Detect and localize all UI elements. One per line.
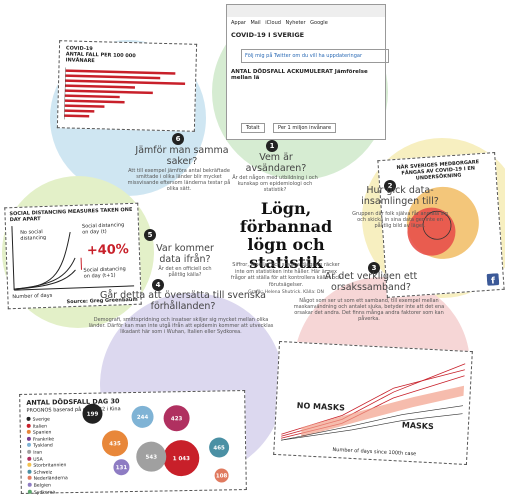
section-number: 6 <box>172 133 184 145</box>
credit: Grafik: Helena Shutrick. Källa: DN <box>248 290 324 295</box>
bubble-label: 435 <box>109 441 121 447</box>
section-number: 1 <box>266 140 278 152</box>
bubble <box>131 405 154 428</box>
curve-label: Social distancing on day (t) <box>81 222 125 236</box>
section-body: Gruppen där folk själva får anmäla sig o… <box>352 211 448 229</box>
legend-swatch <box>27 476 32 481</box>
curves <box>11 226 135 291</box>
tab: Appar <box>231 20 246 26</box>
legend-label: Schweiz <box>33 470 53 476</box>
browser-panel: Appar Mail iCloud Nyheter Google COVID-1… <box>226 4 389 140</box>
chart-title: ANTAL DÖDSFALL ACKUMULERAT Jämförelse me… <box>231 69 368 81</box>
line-label: MASKS <box>401 420 434 432</box>
legend-label: Frankrike <box>32 437 55 443</box>
section-heading: Var kommer data ifrån? <box>156 243 214 265</box>
curve-label: Social distancing on day (t+1) <box>83 266 126 280</box>
legend-label: Spanien <box>32 430 52 436</box>
section-heading: Jämför man samma saker? <box>135 145 229 167</box>
facebook-icon: f <box>486 273 500 286</box>
bubbles: 199 435 244 423 131 1 043 543 465 108 <box>82 403 230 483</box>
legend-swatch <box>27 489 32 494</box>
legend-label: Tyskland <box>33 443 53 450</box>
bubble <box>82 403 103 424</box>
bubble <box>163 405 190 432</box>
legend-swatch <box>27 443 32 448</box>
bubble-label: 108 <box>216 473 228 479</box>
mask-panel: NO MASKS MASKS Number of days since 100t… <box>273 341 473 465</box>
legend-swatch <box>27 462 32 468</box>
bubble <box>136 441 167 472</box>
bubble <box>214 468 229 483</box>
section-number: 5 <box>144 229 156 241</box>
bubble <box>102 430 129 457</box>
bookmark-bar: Appar Mail iCloud Nyheter Google <box>231 20 328 26</box>
bubble-label: 199 <box>87 412 99 418</box>
button: Per 1 miljon invånare <box>273 123 337 133</box>
bubble-label: 543 <box>145 455 157 461</box>
legend-swatch <box>26 429 31 435</box>
bubble-label: 1 043 <box>173 456 190 462</box>
legend-swatch <box>26 436 31 441</box>
tab: Google <box>310 20 328 26</box>
venn <box>406 186 479 259</box>
section-body: Demografi, smittspridning och insatser s… <box>88 317 274 335</box>
delta: +40% <box>86 242 130 259</box>
bubble-label: 244 <box>137 415 149 421</box>
tab: Nyheter <box>285 20 306 26</box>
bubble <box>163 440 200 477</box>
panel-subtitle: ANTAL FALL PER 100 000 INVÅNARE <box>65 51 136 65</box>
legend-label: Sverige <box>32 417 51 423</box>
legend-label: Storbritannien <box>33 463 67 469</box>
legend-label: Nederländerna <box>33 476 68 483</box>
intro: Siffror, tabeller och snygga diagram räc… <box>230 262 342 288</box>
x-label: Number of days <box>12 292 53 301</box>
svg-text:f: f <box>491 276 496 286</box>
legend: Sverige Italien Spanien Frankrike Tyskland Ir… <box>26 416 82 495</box>
bar-panel: COVID-19 ANTAL FALL PER 100 000 INVÅNARE <box>56 40 198 132</box>
section-body: Något som ser ut som ett samband, till e… <box>293 298 445 322</box>
legend-item: Sydkorea <box>27 488 82 495</box>
legend-swatch <box>27 449 32 454</box>
section-heading: Är det verkligen ett orsakssamband? <box>324 271 418 293</box>
twitter-box: Följ mig på Twitter om du vill ha uppdat… <box>241 49 389 63</box>
section-number: 3 <box>368 262 380 274</box>
legend-swatch <box>26 416 31 421</box>
browser-bar <box>227 5 385 17</box>
page-title: COVID-19 I SVERIGE <box>231 31 305 39</box>
bubble <box>209 437 230 458</box>
tab: Mail <box>250 20 261 26</box>
button: Totalt <box>241 123 265 133</box>
section-heading: Hur gick data-insamlingen till? <box>361 185 439 207</box>
bubble <box>113 459 130 476</box>
section-number: 2 <box>384 180 396 192</box>
bubble-label: 465 <box>213 445 225 451</box>
section-body: Är det någon med utbildning i och kunska… <box>232 175 318 193</box>
section-heading: Går detta att översätta till svenska för… <box>99 290 267 312</box>
bubble-label: 131 <box>116 465 128 471</box>
legend-swatch <box>26 423 31 428</box>
section-body: Är det en officiell och pålitlig källa? <box>158 266 212 278</box>
legend-swatch <box>27 482 32 487</box>
bubble-panel: ANTAL DÖDSFALL DAG 30 PROGNOS baserad på… <box>19 390 247 495</box>
legend-swatch <box>27 469 32 474</box>
legend-swatch <box>27 456 32 461</box>
section-number: 4 <box>152 279 164 291</box>
section-body: Att till exempel jämföra antal bekräftad… <box>127 168 231 192</box>
distancing-panel: SOCIAL DISTANCING MEASURES TAKEN ONE DAY… <box>4 202 142 310</box>
legend-label: Italien <box>32 424 48 430</box>
venn-panel: NÄR SVERIGES MEDBORGARE FÅNGAS AV COVID-… <box>377 152 505 298</box>
title: Lögn, förbannad lögn och statistik <box>239 199 333 272</box>
curve-label: No social distancing <box>20 229 47 242</box>
section-heading: Vem är avsändaren? <box>245 152 307 174</box>
legend-label: Belgien <box>33 483 51 489</box>
legend-label: USA <box>33 457 43 463</box>
bubble-label: 423 <box>171 416 183 422</box>
mask-lines <box>280 363 466 441</box>
tab: iCloud <box>265 20 281 26</box>
bars <box>63 67 186 120</box>
legend-label: Iran <box>33 450 43 456</box>
legend-label: Sydkorea <box>33 489 56 495</box>
